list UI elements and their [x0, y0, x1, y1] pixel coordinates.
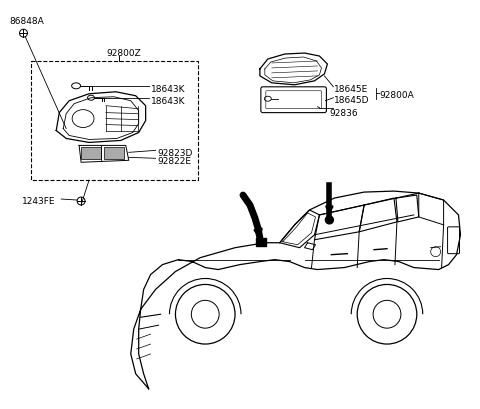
Text: 18645E: 18645E	[335, 85, 369, 94]
Text: 18645D: 18645D	[335, 96, 370, 105]
Text: 92823D: 92823D	[157, 149, 193, 158]
Text: 92836: 92836	[329, 109, 358, 118]
Bar	[104, 147, 124, 160]
Text: 1243FE: 1243FE	[22, 197, 55, 206]
Text: 92822E: 92822E	[157, 157, 192, 166]
Text: 18643K: 18643K	[151, 85, 185, 94]
Text: 86848A: 86848A	[10, 17, 44, 26]
Bar	[256, 238, 266, 246]
Text: 18643K: 18643K	[151, 97, 185, 106]
Bar	[81, 147, 101, 160]
Circle shape	[325, 216, 334, 224]
Text: 92800A: 92800A	[379, 91, 414, 100]
Bar	[31, 61, 198, 180]
Text: 92800Z: 92800Z	[106, 49, 141, 58]
